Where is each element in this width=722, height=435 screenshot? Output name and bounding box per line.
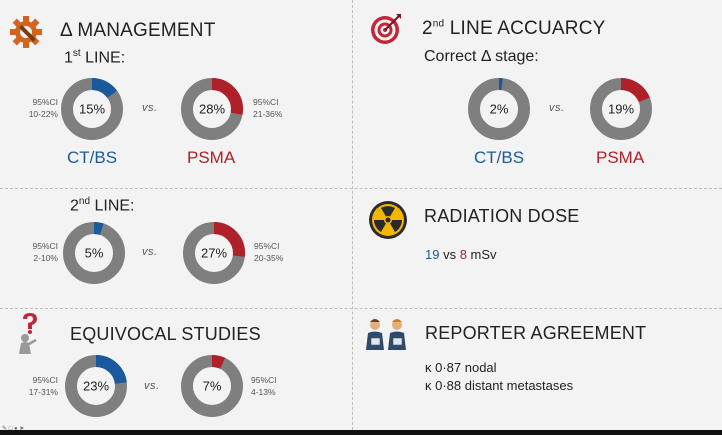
target-icon: [369, 12, 403, 46]
slide-toolbar-icons[interactable]: ✎ □ ● ➤: [2, 426, 25, 432]
question-person-icon: [14, 313, 44, 355]
reporter-title: REPORTER AGREEMENT: [425, 323, 647, 343]
donut-m1-psma: 28%: [180, 77, 244, 146]
donut-eq-psma: 7%: [180, 354, 244, 423]
label-ct-bs: CT/BS: [474, 148, 525, 167]
divider-horizontal-2: [0, 308, 722, 309]
donut-segment: [468, 78, 530, 140]
donut-segment: [61, 78, 123, 140]
donut-segment: [181, 78, 243, 140]
accuracy-subtitle: Correct Δ stage:: [424, 48, 539, 65]
radiation-title: RADIATION DOSE: [424, 206, 580, 226]
second-line-heading: 2nd LINE:: [70, 196, 135, 215]
label-ct-bs: CT/BS: [67, 148, 118, 167]
ci-m2-psma: 95%CI 20-35%: [254, 241, 284, 263]
donut-percent-label: 19%: [608, 102, 634, 117]
accuracy-title: 2nd LINE ACCUARCY: [422, 18, 606, 39]
ci-m1-psma: 95%CI 21-36%: [253, 97, 283, 119]
ci-m1-ct: 95%CI 10-22%: [28, 97, 58, 119]
ci-m2-ct: 95%CI 2-10%: [32, 241, 58, 263]
vs-label: vs.: [142, 102, 158, 114]
donut-acc-ct: 2%: [467, 77, 531, 146]
donut-segment: [65, 355, 127, 417]
divider-vertical: [352, 0, 353, 430]
vs-label: vs.: [549, 102, 565, 114]
label-psma: PSMA: [187, 148, 236, 167]
ci-eq-psma: 95%CI 4-13%: [251, 375, 277, 397]
donut-m2-psma: 27%: [182, 221, 246, 290]
reporter-kappa-metastases: κ 0·88 distant metastases: [425, 378, 574, 393]
radiation-values: 19 vs 8 mSv: [425, 247, 497, 262]
donut-percent-label: 15%: [79, 102, 105, 117]
vs-label: vs.: [144, 380, 160, 392]
donut-percent-label: 27%: [201, 246, 227, 261]
donut-percent-label: 23%: [83, 379, 109, 394]
donut-percent-label: 2%: [490, 102, 509, 117]
donut-segment: [590, 78, 652, 140]
donut-eq-ct: 23%: [64, 354, 128, 423]
bottom-bar: [0, 430, 722, 435]
divider-horizontal-1: [0, 188, 722, 189]
management-title: Δ MANAGEMENT: [60, 20, 216, 41]
reporters-icon: [362, 316, 410, 356]
donut-percent-label: 7%: [203, 379, 222, 394]
donut-percent-label: 5%: [85, 246, 104, 261]
vs-label: vs.: [142, 246, 158, 258]
donut-percent-label: 28%: [199, 102, 225, 117]
donut-acc-psma: 19%: [589, 77, 653, 146]
label-psma: PSMA: [596, 148, 645, 167]
first-line-heading: 1st LINE:: [64, 48, 126, 67]
donut-segment: [181, 355, 243, 417]
donut-segment: [63, 222, 125, 284]
equivocal-title: EQUIVOCAL STUDIES: [70, 324, 261, 344]
reporter-kappa-nodal: κ 0·87 nodal: [425, 360, 497, 375]
donut-m2-ct: 5%: [62, 221, 126, 290]
donut-segment: [183, 222, 245, 284]
radiation-icon: [368, 200, 408, 240]
gear-wrench-icon: [8, 14, 44, 50]
donut-m1-ct: 15%: [60, 77, 124, 146]
ci-eq-ct: 95%CI 17-31%: [28, 375, 58, 397]
